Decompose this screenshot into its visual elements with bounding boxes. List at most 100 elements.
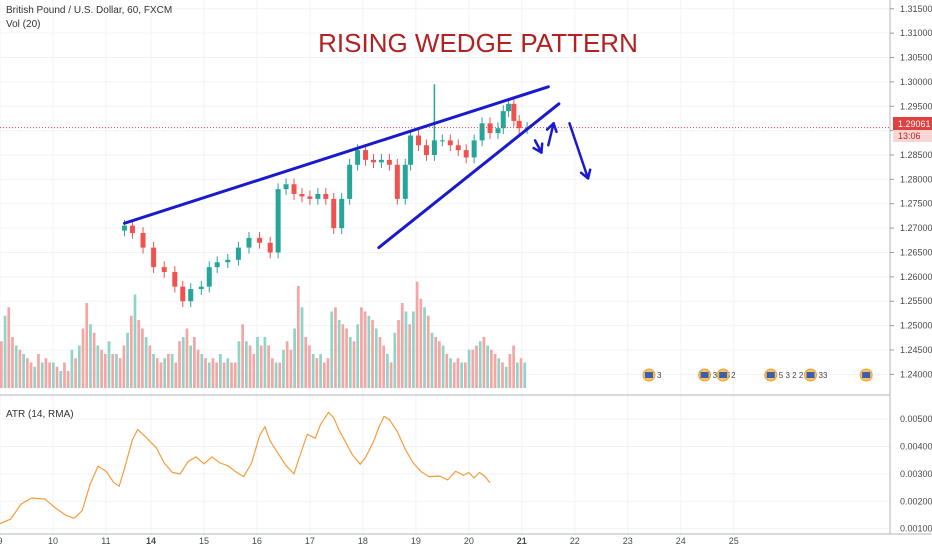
volume-bar — [237, 341, 241, 388]
volume-bar — [515, 362, 519, 388]
volume-bar — [181, 337, 185, 388]
volume-bar — [55, 366, 59, 388]
volume-bar — [330, 311, 334, 388]
volume-bar — [400, 303, 404, 388]
time-tick-label: 18 — [358, 536, 368, 546]
volume-bar — [29, 362, 33, 388]
volume-bar — [204, 358, 207, 388]
volume-bar — [185, 328, 189, 388]
candle-body — [198, 286, 204, 290]
time-tick-label: 24 — [676, 536, 686, 546]
volume-label: Vol (20) — [6, 19, 40, 30]
candle-body — [363, 150, 369, 160]
price-tick-label: 1.30500 — [900, 53, 932, 63]
volume-bar — [356, 324, 360, 388]
candle-body — [447, 140, 453, 146]
event-count: 2 — [731, 371, 736, 380]
volume-bar — [48, 362, 51, 388]
volume-bar — [456, 358, 460, 388]
arrow-up-head — [545, 122, 558, 134]
candle-body — [267, 242, 273, 253]
candle-body — [161, 267, 167, 272]
volume-bar — [174, 362, 178, 388]
volume-bar — [508, 354, 512, 388]
volume-bar — [263, 337, 267, 388]
event-flag-fill — [644, 372, 653, 378]
candle-body — [506, 103, 512, 112]
volume-bar — [278, 362, 282, 388]
volume-bars — [0, 281, 527, 388]
volume-bar — [452, 362, 456, 388]
volume-bar — [341, 324, 345, 388]
volume-bar — [430, 332, 434, 388]
time-tick-label: 17 — [305, 536, 315, 546]
event-flag-fill — [862, 372, 871, 378]
volume-bar — [81, 328, 85, 388]
volume-bar — [393, 332, 397, 388]
candle-body — [129, 225, 135, 233]
volume-bar — [244, 341, 248, 388]
price-tick-label: 1.28000 — [900, 174, 932, 184]
volume-bar — [18, 349, 22, 388]
volume-bar — [322, 362, 326, 388]
volume-bar — [256, 337, 259, 388]
volume-bar — [471, 349, 475, 388]
candle-body — [275, 189, 281, 253]
volume-bar — [274, 362, 278, 388]
economic-events: 33 2 525 3 2 233 — [642, 368, 873, 382]
volume-bar — [215, 362, 219, 388]
volume-bar — [319, 354, 322, 388]
volume-bar — [22, 354, 25, 388]
volume-bar — [74, 358, 77, 388]
candle-body — [479, 123, 485, 141]
candle-body — [315, 194, 321, 199]
candle-body — [299, 194, 305, 197]
arrow-large-down-head — [579, 168, 592, 180]
volume-bar — [226, 358, 230, 388]
event-flag-fill — [806, 372, 815, 378]
pattern-annotation: RISING WEDGE PATTERN — [318, 28, 638, 58]
candle-body — [500, 111, 506, 129]
volume-bar — [193, 337, 196, 388]
volume-bar — [100, 349, 103, 388]
candle-body — [487, 123, 493, 134]
volume-bar — [70, 349, 74, 388]
volume-bar — [148, 345, 152, 388]
volume-bar — [167, 354, 170, 388]
volume-bar — [334, 307, 337, 388]
volume-bar — [445, 354, 449, 388]
candle-body — [511, 103, 517, 121]
volume-bar — [144, 337, 148, 388]
candle-body — [206, 267, 212, 287]
volume-bar — [482, 337, 486, 388]
atr-series — [0, 411, 491, 525]
volume-bar — [360, 307, 363, 388]
volume-bar — [111, 354, 115, 388]
volume-bar — [419, 298, 423, 388]
candle-body — [235, 247, 241, 260]
candle-body — [455, 145, 461, 151]
chart-frame — [0, 0, 932, 535]
volume-bar — [311, 354, 315, 388]
candle-body — [402, 164, 408, 199]
event-flag-fill — [719, 372, 728, 378]
atr-tick-label: 0.00500 — [900, 414, 932, 424]
candle-body — [495, 128, 501, 134]
volume-bar — [326, 358, 330, 388]
volume-bar — [493, 354, 497, 388]
candle-body — [121, 225, 127, 231]
wedge-lines — [122, 85, 561, 250]
volume-bar — [293, 328, 296, 388]
volume-bar — [300, 307, 304, 388]
volume-bar — [449, 358, 452, 388]
volume-bar — [107, 341, 111, 388]
volume-bar — [96, 345, 100, 388]
time-tick-label: 10 — [48, 536, 58, 546]
volume-bar — [122, 345, 126, 388]
volume-bar — [89, 324, 92, 388]
event-flag-fill — [700, 372, 709, 378]
volume-bar — [304, 337, 308, 388]
volume-bar — [378, 337, 382, 388]
volume-bar — [404, 311, 408, 388]
